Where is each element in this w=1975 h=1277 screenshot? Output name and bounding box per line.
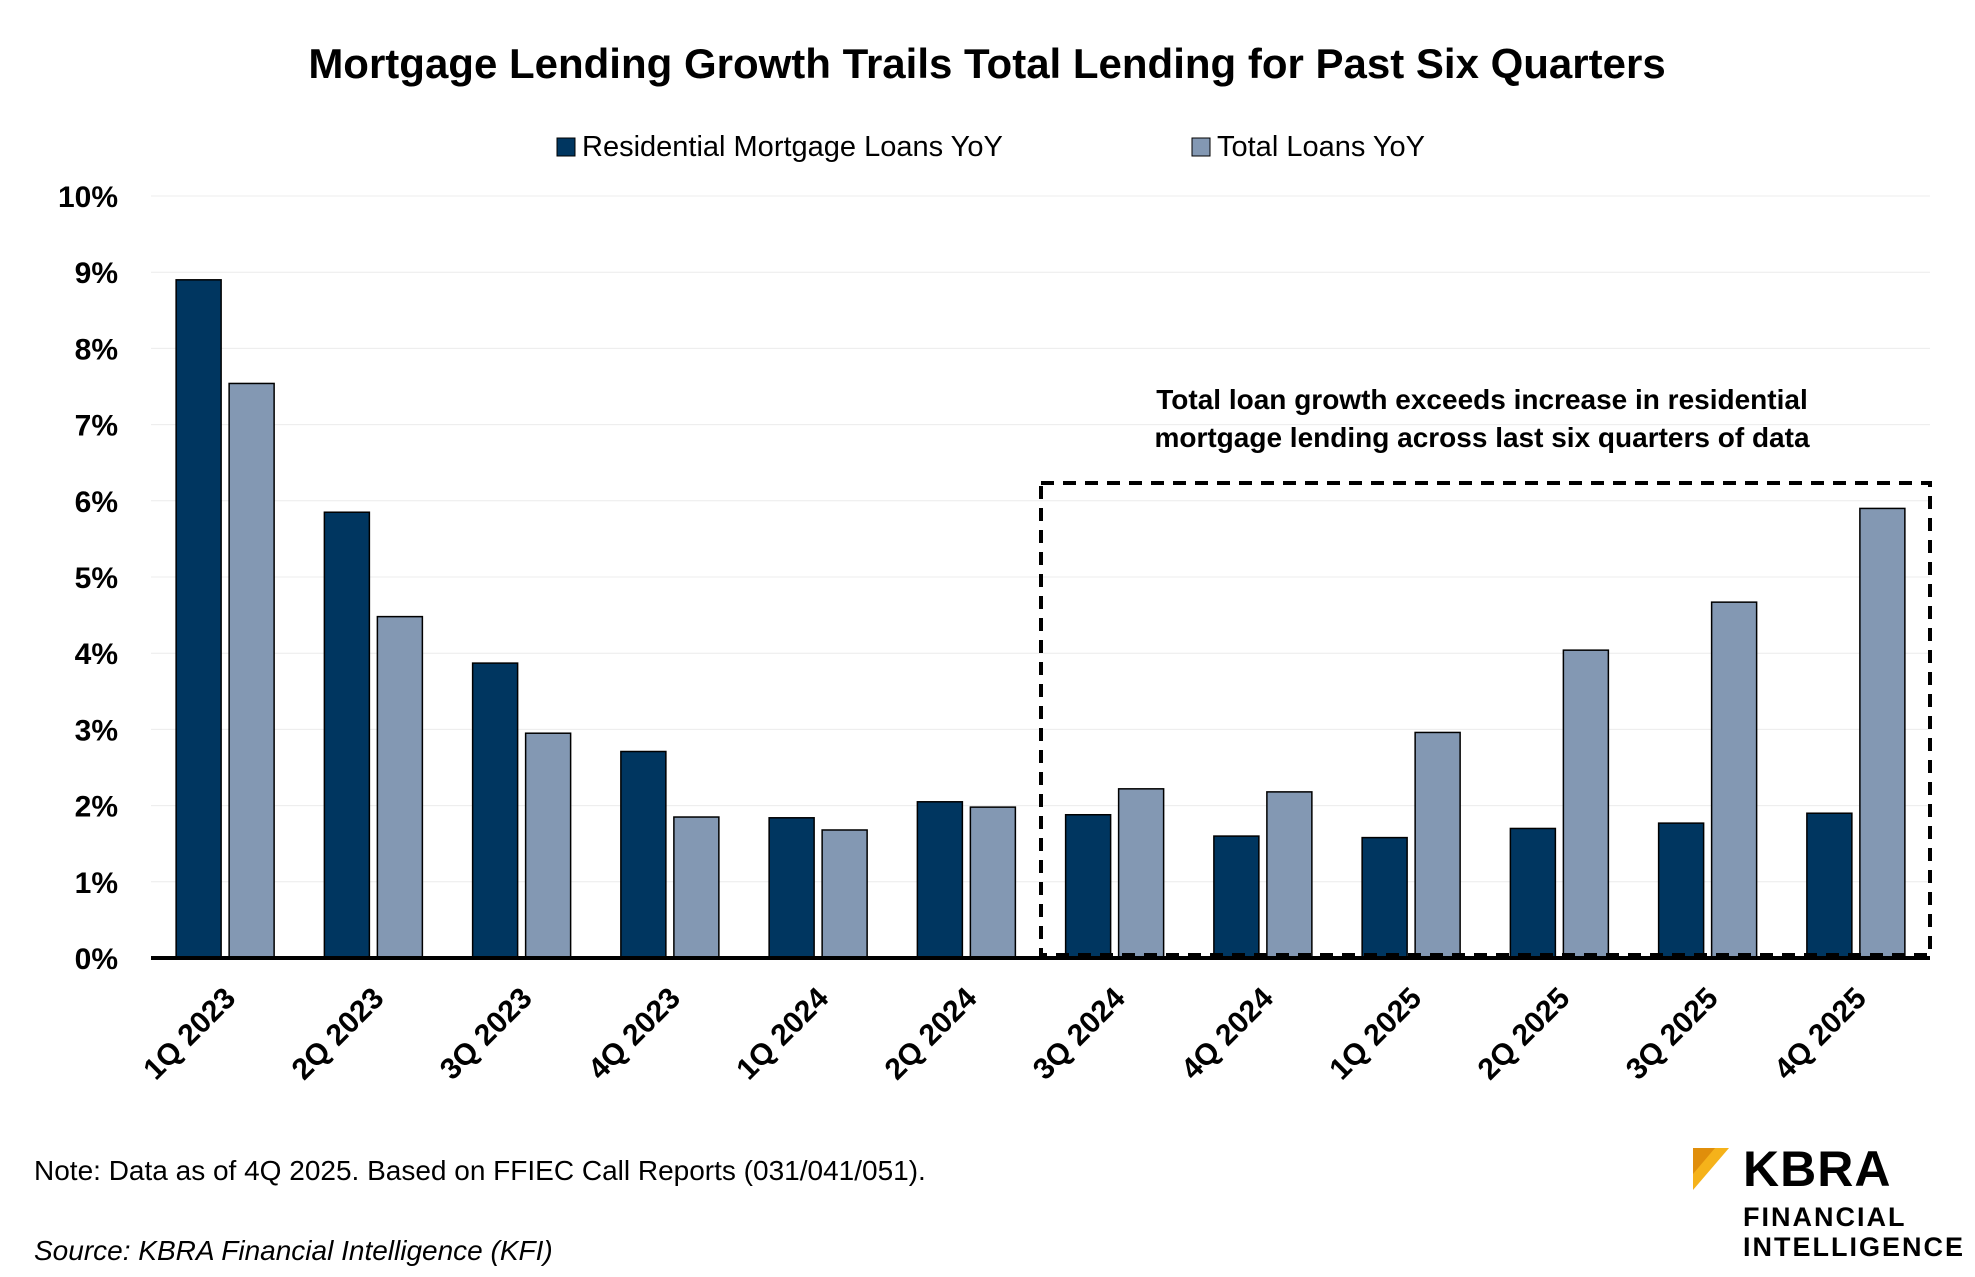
x-tick-label: 1Q 2024	[730, 981, 835, 1086]
x-tick-label: 4Q 2024	[1175, 981, 1280, 1086]
bar-mortgage-11	[1806, 812, 1853, 959]
bar-total-8	[1414, 731, 1461, 959]
bar-total-4	[821, 829, 868, 959]
x-tick-label: 1Q 2023	[137, 982, 242, 1087]
bar-mortgage-6	[1064, 813, 1112, 959]
legend-label-mortgage: Residential Mortgage Loans YoY	[582, 131, 1003, 163]
bar-mortgage-2	[471, 662, 519, 959]
bar-mortgage-1	[323, 511, 371, 959]
bar-total-3	[673, 816, 720, 959]
bar-mortgage-0	[175, 279, 222, 959]
bar-mortgage-4	[768, 817, 815, 959]
kbra-logo-name: KBRA	[1743, 1141, 1892, 1197]
x-tick-label: 2Q 2024	[879, 981, 984, 1086]
y-tick-label: 10%	[58, 181, 118, 214]
bar-total-7	[1266, 791, 1313, 959]
y-tick-label: 9%	[75, 257, 118, 290]
x-tick-label: 3Q 2025	[1620, 982, 1725, 1087]
bar-total-5	[969, 806, 1017, 959]
bar-mortgage-9	[1509, 827, 1557, 959]
bar-total-1	[376, 615, 424, 959]
y-tick-label: 8%	[75, 333, 118, 366]
chart-title: Mortgage Lending Growth Trails Total Len…	[308, 40, 1665, 87]
bar-mortgage-10	[1657, 822, 1705, 959]
kbra-logo-line1: FINANCIAL	[1743, 1202, 1907, 1232]
bar-mortgage-7	[1213, 835, 1260, 959]
source-line: Source: KBRA Financial Intelligence (KFI…	[34, 1235, 553, 1266]
x-axis-ticks: 1Q 2023 2Q 2023 3Q 2023 4Q 2023 1Q 2024 2Q 20…	[137, 981, 1872, 1086]
kbra-logo: KBRA FINANCIAL INTELLIGENCE	[1693, 1142, 1963, 1262]
bar-total-11	[1859, 507, 1906, 959]
legend-swatch-mortgage	[556, 137, 576, 157]
bar-mortgage-3	[620, 750, 667, 959]
annotation: Total loan growth exceeds increase in re…	[1039, 384, 1932, 957]
highlight-box	[1039, 481, 1932, 957]
x-tick-label: 2Q 2023	[286, 982, 391, 1087]
bar-total-2	[524, 732, 572, 959]
x-tick-label: 3Q 2024	[1027, 981, 1132, 1086]
bar-total-10	[1710, 601, 1758, 959]
y-tick-label: 3%	[75, 714, 118, 747]
bar-total-6	[1117, 788, 1165, 959]
annotation-line-2: mortgage lending across last six quarter…	[1154, 422, 1810, 453]
bar-mortgage-8	[1361, 836, 1408, 959]
kbra-logo-line2: INTELLIGENCE	[1743, 1232, 1966, 1262]
annotation-line-1: Total loan growth exceeds increase in re…	[1156, 384, 1807, 415]
legend-swatch-total	[1191, 137, 1211, 157]
x-tick-label: 1Q 2025	[1323, 982, 1428, 1087]
x-tick-label: 4Q 2025	[1768, 982, 1873, 1087]
x-tick-label: 2Q 2025	[1472, 982, 1577, 1087]
kbra-logo-mark-icon	[1693, 1148, 1729, 1190]
legend: Residential Mortgage Loans YoY Total Loa…	[556, 131, 1425, 163]
legend-label-total: Total Loans YoY	[1217, 131, 1425, 163]
y-tick-label: 5%	[75, 562, 118, 595]
y-axis-ticks: 0% 1% 2% 3% 4% 5% 6% 7% 8% 9% 10%	[58, 181, 118, 976]
footnote: Note: Data as of 4Q 2025. Based on FFIEC…	[34, 1155, 926, 1186]
y-tick-label: 0%	[75, 943, 118, 976]
y-tick-label: 7%	[75, 410, 118, 443]
x-tick-label: 3Q 2023	[434, 982, 539, 1087]
y-tick-label: 6%	[75, 486, 118, 519]
bar-total-9	[1562, 649, 1610, 959]
y-tick-label: 2%	[75, 791, 118, 824]
bar-total-0	[228, 382, 275, 959]
y-tick-label: 4%	[75, 638, 118, 671]
bar-mortgage-5	[916, 801, 964, 959]
x-tick-label: 4Q 2023	[582, 982, 687, 1087]
y-tick-label: 1%	[75, 867, 118, 900]
